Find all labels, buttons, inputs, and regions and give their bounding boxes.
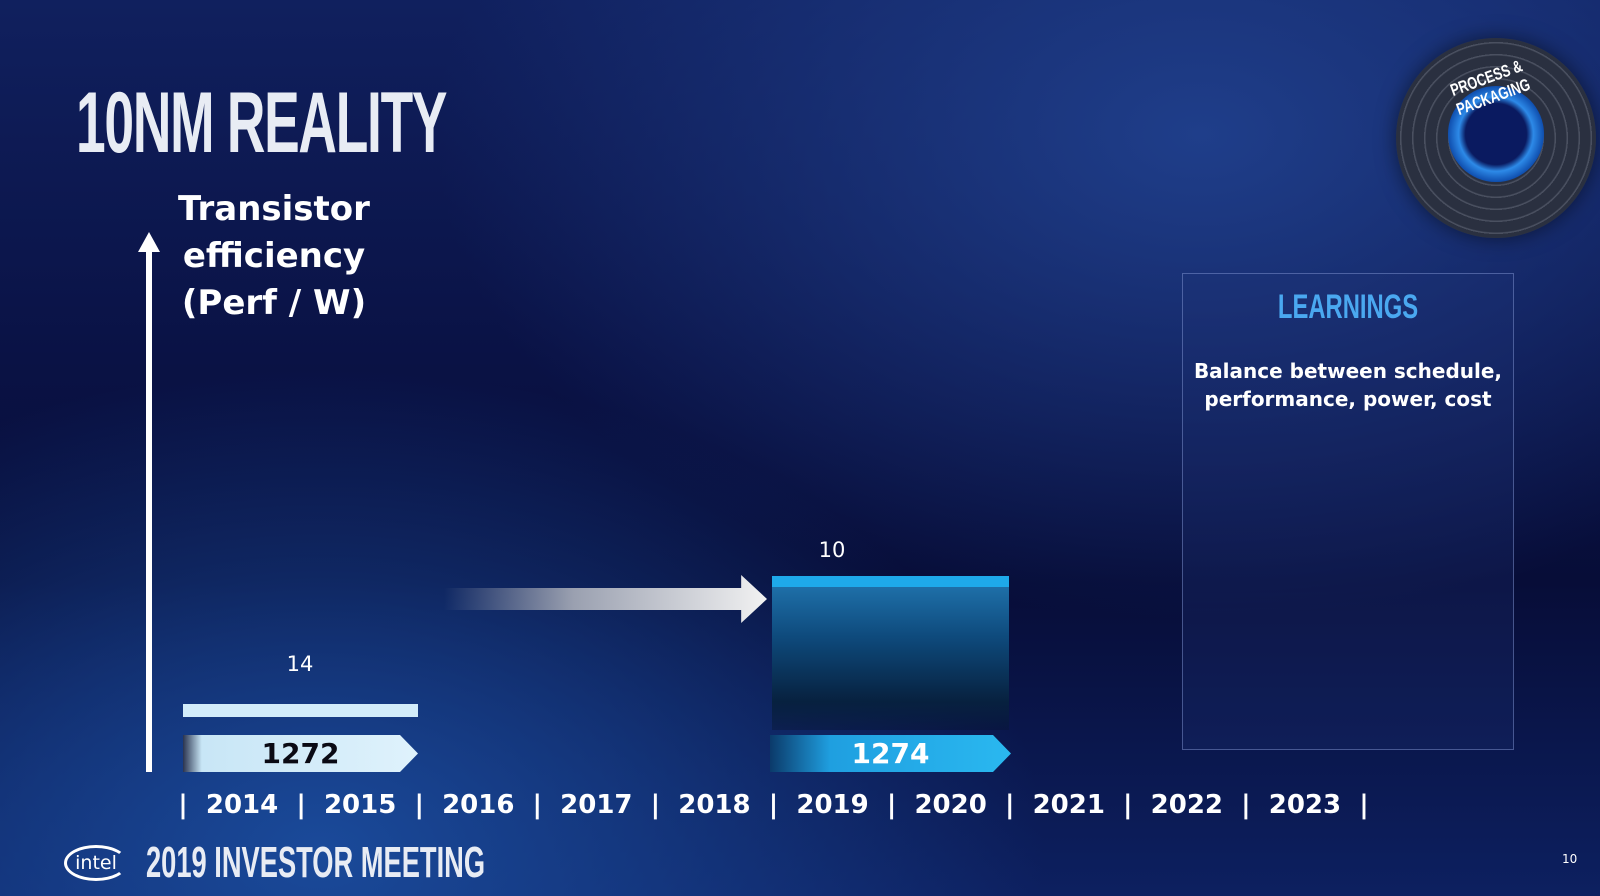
year-separator: | bbox=[886, 790, 897, 820]
process-arrow-1274: 1274 bbox=[770, 735, 1011, 772]
year-separator: | bbox=[1004, 790, 1015, 820]
delay-arrow bbox=[444, 575, 767, 623]
year-separator: | bbox=[532, 790, 543, 820]
node-label-14: 14 bbox=[286, 652, 314, 676]
year-tick-label: 2023 bbox=[1268, 790, 1342, 820]
year-tick-label: 2016 bbox=[442, 790, 515, 820]
year-tick-label: 2017 bbox=[560, 790, 633, 820]
year-tick-label: 2021 bbox=[1032, 790, 1105, 820]
year-separator: | bbox=[414, 790, 424, 820]
node-label-10: 10 bbox=[818, 538, 846, 562]
slide-title: 10NM REALITY bbox=[76, 75, 448, 171]
y-axis-arrowhead bbox=[138, 232, 160, 252]
event-logo: 2019 INVESTOR MEETING bbox=[146, 838, 486, 887]
bar-14nm bbox=[183, 704, 418, 717]
year-tick-label: 2019 bbox=[796, 790, 869, 820]
year-axis: | 2014 | 2015 | 2016 | 2017 | 2018 | 2019 | 2020 | 2021… bbox=[0, 790, 1600, 824]
year-separator: | bbox=[1123, 790, 1133, 820]
year-separator: | bbox=[178, 790, 188, 820]
learnings-panel: LEARNINGS Balance between schedule, perf… bbox=[1182, 273, 1514, 750]
badge-center bbox=[1448, 86, 1544, 182]
y-axis-line bbox=[146, 246, 152, 772]
process-arrow-1272: 1272 bbox=[183, 735, 418, 772]
year-tick-label: 2015 bbox=[323, 790, 397, 820]
y-axis-label: Transistor efficiency (Perf / W) bbox=[178, 189, 370, 323]
learnings-text: Balance between schedule, performance, p… bbox=[1193, 359, 1503, 411]
year-tick-label: 2014 bbox=[205, 790, 279, 820]
year-tick-label: 2020 bbox=[914, 790, 987, 820]
year-tick-label: 2022 bbox=[1150, 790, 1224, 820]
year-separator: | bbox=[1359, 790, 1369, 820]
year-separator: | bbox=[650, 790, 661, 820]
year-separator: | bbox=[296, 790, 306, 820]
year-separator: | bbox=[1241, 790, 1251, 820]
intel-logo: intel bbox=[64, 845, 128, 881]
year-tick-label: 2018 bbox=[678, 790, 751, 820]
page-number: 10 bbox=[1562, 852, 1578, 866]
year-separator: | bbox=[768, 790, 779, 820]
bar-10nm bbox=[772, 576, 1009, 730]
learnings-title: LEARNINGS bbox=[1277, 288, 1419, 326]
